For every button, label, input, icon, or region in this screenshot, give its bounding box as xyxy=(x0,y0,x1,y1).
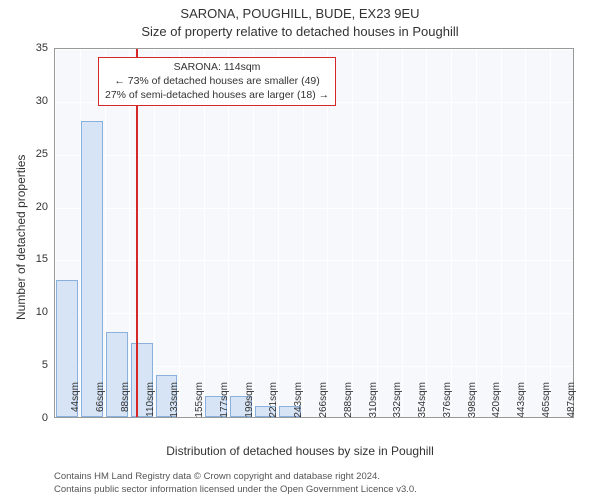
gridline-v xyxy=(352,49,353,417)
x-tick-label: 133sqm xyxy=(169,382,180,422)
x-tick-label: 398sqm xyxy=(467,382,478,422)
reference-annotation-box: SARONA: 114sqm ← 73% of detached houses … xyxy=(98,57,336,106)
gridline-h xyxy=(55,260,573,261)
gridline-h xyxy=(55,49,573,50)
y-tick-label: 10 xyxy=(8,306,48,318)
x-tick-label: 332sqm xyxy=(392,382,403,422)
x-tick-label: 199sqm xyxy=(244,382,255,422)
page-title-address: SARONA, POUGHILL, BUDE, EX23 9EU xyxy=(0,6,600,21)
gridline-v xyxy=(476,49,477,417)
y-tick-label: 35 xyxy=(8,42,48,54)
x-tick-label: 376sqm xyxy=(442,382,453,422)
page-subtitle: Size of property relative to detached ho… xyxy=(0,24,600,39)
gridline-h xyxy=(55,155,573,156)
gridline-v xyxy=(402,49,403,417)
y-tick-label: 15 xyxy=(8,253,48,265)
gridline-h xyxy=(55,313,573,314)
footer-copyright-1: Contains HM Land Registry data © Crown c… xyxy=(54,471,380,482)
x-tick-label: 243sqm xyxy=(293,382,304,422)
annotation-line-property: SARONA: 114sqm xyxy=(105,60,329,74)
gridline-v xyxy=(501,49,502,417)
x-tick-label: 465sqm xyxy=(541,382,552,422)
footer-copyright-2: Contains public sector information licen… xyxy=(54,484,417,495)
y-tick-label: 30 xyxy=(8,95,48,107)
chart-container: SARONA, POUGHILL, BUDE, EX23 9EU Size of… xyxy=(0,0,600,500)
x-tick-label: 288sqm xyxy=(343,382,354,422)
annotation-line-larger: 27% of semi-detached houses are larger (… xyxy=(105,88,329,102)
x-tick-label: 266sqm xyxy=(318,382,329,422)
x-tick-label: 420sqm xyxy=(491,382,502,422)
y-tick-label: 20 xyxy=(8,201,48,213)
y-tick-label: 25 xyxy=(8,148,48,160)
x-axis-label: Distribution of detached houses by size … xyxy=(0,444,600,458)
x-tick-label: 354sqm xyxy=(417,382,428,422)
x-tick-label: 487sqm xyxy=(566,382,577,422)
y-axis-label: Number of detached properties xyxy=(14,155,28,320)
gridline-h xyxy=(55,208,573,209)
gridline-v xyxy=(426,49,427,417)
annotation-line-smaller: ← 73% of detached houses are smaller (49… xyxy=(105,74,329,88)
x-tick-label: 221sqm xyxy=(268,382,279,422)
x-tick-label: 177sqm xyxy=(219,382,230,422)
x-tick-label: 310sqm xyxy=(368,382,379,422)
gridline-v xyxy=(525,49,526,417)
gridline-v xyxy=(550,49,551,417)
x-tick-label: 66sqm xyxy=(95,382,106,422)
x-tick-label: 443sqm xyxy=(516,382,527,422)
x-tick-label: 110sqm xyxy=(145,382,156,422)
gridline-v xyxy=(451,49,452,417)
x-tick-label: 44sqm xyxy=(70,382,81,422)
y-tick-label: 0 xyxy=(8,412,48,424)
gridline-v xyxy=(377,49,378,417)
y-tick-label: 5 xyxy=(8,359,48,371)
x-tick-label: 88sqm xyxy=(120,382,131,422)
x-tick-label: 155sqm xyxy=(194,382,205,422)
bar xyxy=(81,121,103,417)
